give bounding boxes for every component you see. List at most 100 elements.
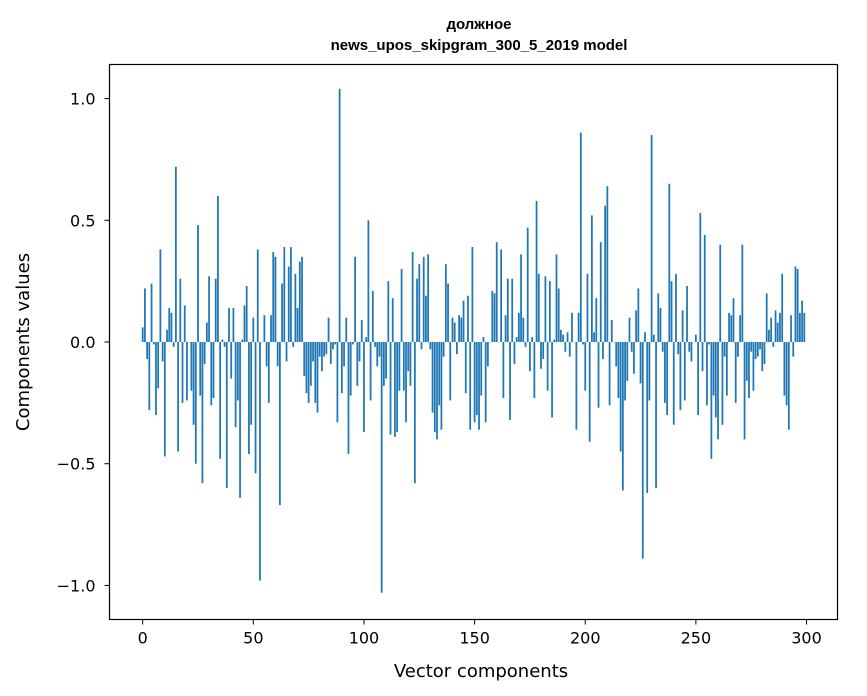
bar: [407, 342, 410, 372]
chart-title-line1: должное: [446, 16, 511, 33]
bar: [604, 205, 607, 342]
bar: [593, 332, 595, 342]
bar: [276, 342, 279, 367]
bar: [296, 307, 299, 342]
y-tick-label: −1.0: [57, 576, 96, 595]
bar: [568, 342, 571, 357]
bar: [482, 337, 485, 342]
bar: [389, 342, 392, 435]
bar: [316, 342, 319, 413]
bar: [560, 329, 562, 342]
bar: [759, 342, 761, 350]
bar: [301, 256, 303, 342]
bar: [371, 290, 374, 342]
bar: [411, 251, 414, 342]
bar: [652, 334, 655, 342]
bar: [383, 342, 385, 386]
bar: [194, 342, 197, 464]
bar: [730, 315, 733, 342]
bar: [453, 322, 456, 342]
bar: [438, 342, 441, 406]
bar: [416, 278, 418, 342]
bar: [621, 342, 624, 491]
bar: [644, 332, 646, 342]
bar: [292, 342, 295, 347]
bar: [721, 342, 724, 425]
bar: [703, 234, 706, 342]
bar: [186, 342, 188, 401]
bar: [551, 342, 553, 418]
bar: [677, 342, 680, 355]
bar: [321, 342, 323, 372]
bar: [287, 266, 290, 342]
bar: [214, 278, 217, 342]
bar: [148, 342, 151, 411]
bar: [606, 186, 609, 342]
bar: [719, 244, 722, 342]
bar: [270, 315, 272, 342]
bar: [205, 322, 208, 342]
bar: [681, 310, 684, 342]
bar: [491, 290, 494, 342]
bar: [363, 342, 365, 433]
bar: [217, 195, 219, 342]
bar: [192, 342, 195, 425]
bar: [263, 315, 266, 342]
bar: [557, 288, 560, 342]
bar: [241, 339, 244, 342]
bar: [661, 342, 664, 352]
bar: [595, 298, 598, 342]
bar: [250, 342, 252, 425]
bar: [743, 342, 746, 440]
bar: [283, 247, 286, 342]
bar: [378, 342, 381, 357]
bar: [535, 200, 538, 342]
bar: [208, 276, 210, 342]
bar: [765, 293, 768, 342]
bar: [365, 337, 368, 342]
bar: [761, 342, 764, 372]
bar: [478, 342, 480, 430]
bar: [177, 342, 179, 452]
bar: [752, 342, 755, 391]
bar: [579, 132, 582, 342]
bar: [391, 298, 394, 342]
bar: [548, 281, 551, 342]
bar: [239, 342, 241, 498]
bar: [360, 320, 363, 342]
bar: [285, 342, 288, 362]
bar: [456, 342, 458, 355]
bar: [248, 342, 250, 454]
bar: [577, 312, 580, 342]
bar: [418, 264, 421, 342]
bar: [641, 342, 644, 559]
y-axis-ticks: −1.0 −0.5 0.0 0.5 1.0: [57, 90, 110, 595]
bar: [254, 342, 257, 474]
x-tick-label: 250: [681, 629, 712, 648]
bar: [223, 342, 226, 347]
bar: [750, 342, 753, 352]
bar: [170, 312, 173, 342]
bar: [728, 312, 730, 342]
bar: [279, 342, 281, 506]
bar: [172, 342, 175, 347]
bar: [420, 342, 423, 350]
bar: [234, 342, 237, 428]
bar: [628, 317, 631, 342]
bar: [431, 342, 434, 413]
bar: [458, 315, 460, 342]
bar: [575, 342, 578, 430]
bar: [655, 342, 657, 489]
bar: [756, 342, 759, 357]
bar: [471, 247, 474, 342]
bar: [522, 317, 525, 342]
bar: [484, 342, 487, 423]
bar: [801, 300, 803, 342]
bar: [358, 342, 361, 362]
bar: [619, 342, 622, 452]
bar: [152, 342, 155, 345]
bar: [513, 342, 516, 364]
x-tick-label: 100: [349, 629, 380, 648]
bar: [529, 342, 531, 372]
